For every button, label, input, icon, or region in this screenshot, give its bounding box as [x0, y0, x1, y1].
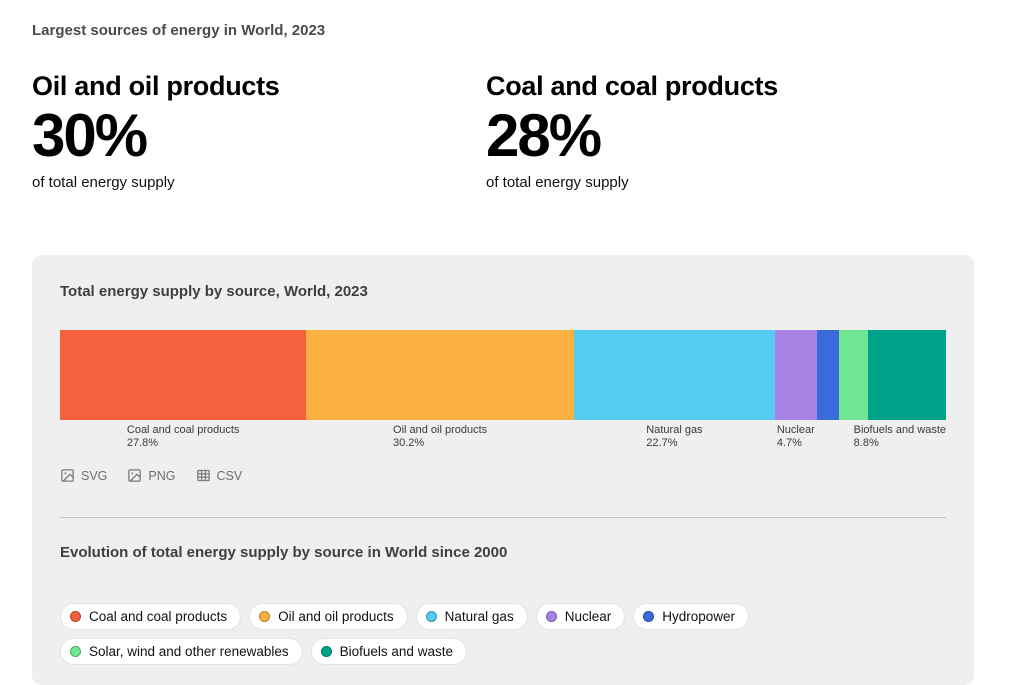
legend-label: Nuclear	[564, 609, 612, 624]
export-csv-label: CSV	[216, 468, 243, 483]
chart-title: Total energy supply by source, World, 20…	[60, 283, 368, 300]
export-csv-button[interactable]: CSV	[196, 468, 243, 483]
legend: Coal and coal products Oil and oil produc…	[60, 603, 770, 665]
bar-labels: Coal and coal products 27.8% Oil and oil p…	[60, 424, 946, 456]
legend-dot-icon	[643, 611, 655, 622]
legend-label: Oil and oil products	[278, 609, 394, 624]
stat-caption: of total energy supply	[486, 174, 629, 191]
bar-segment-label: Nuclear 4.7%	[776, 424, 815, 449]
bar-segment[interactable]	[816, 330, 839, 420]
bar-segment[interactable]	[838, 330, 868, 420]
page-title: Largest sources of energy in World, 2023	[32, 22, 326, 39]
legend-label: Solar, wind and other renewables	[89, 644, 289, 659]
bar-segment[interactable]	[774, 330, 817, 420]
evolution-title: Evolution of total energy supply by sour…	[60, 544, 508, 561]
export-png-button[interactable]: PNG	[127, 468, 176, 483]
bar-segment[interactable]	[306, 330, 574, 420]
legend-label: Natural gas	[444, 609, 514, 624]
stats-row: Oil and oil products 30% of total energy…	[32, 71, 974, 191]
chart-card: Total energy supply by source, World, 20…	[32, 255, 974, 685]
legend-dot-icon	[259, 611, 271, 622]
export-svg-label: SVG	[81, 468, 108, 483]
image-icon	[60, 468, 75, 483]
legend-dot-icon	[425, 611, 437, 622]
stacked-bar	[60, 330, 946, 420]
divider	[60, 517, 946, 518]
export-row: SVG PNG CSV	[60, 468, 946, 483]
bar-segment[interactable]	[573, 330, 775, 420]
bar-segment[interactable]	[867, 330, 946, 420]
legend-pill[interactable]: Nuclear	[535, 603, 626, 630]
stat-value: 30%	[32, 102, 148, 169]
image-icon	[127, 468, 142, 483]
legend-pill[interactable]: Natural gas	[415, 603, 528, 630]
export-png-label: PNG	[148, 468, 176, 483]
legend-dot-icon	[320, 646, 332, 657]
legend-pill[interactable]: Biofuels and waste	[310, 638, 467, 665]
legend-label: Biofuels and waste	[339, 644, 453, 659]
bar-segment-label: Coal and coal products 27.8%	[126, 424, 240, 449]
legend-dot-icon	[70, 646, 81, 657]
stat-value: 28%	[486, 102, 602, 169]
stacked-bar-chart: Coal and coal products 27.8% Oil and oil p…	[60, 330, 946, 456]
legend-pill[interactable]: Oil and oil products	[249, 603, 408, 630]
bar-segment-label: Biofuels and waste 8.8%	[853, 424, 946, 449]
bar-segment-label: Natural gas 22.7%	[646, 424, 703, 449]
legend-pill[interactable]: Coal and coal products	[60, 603, 242, 630]
bar-segment-label: Oil and oil products 30.2%	[393, 424, 488, 449]
stat-title: Oil and oil products	[32, 71, 280, 101]
bar-segment[interactable]	[60, 330, 307, 420]
stat-caption: of total energy supply	[32, 174, 175, 191]
stat-coal: Coal and coal products 28% of total ener…	[486, 71, 940, 191]
table-icon	[196, 468, 211, 483]
legend-pill[interactable]: Hydropower	[633, 603, 750, 630]
legend-pill[interactable]: Solar, wind and other renewables	[60, 638, 303, 665]
legend-label: Hydropower	[662, 609, 736, 624]
stat-oil: Oil and oil products 30% of total energy…	[32, 71, 486, 191]
legend-dot-icon	[545, 611, 557, 622]
stat-title: Coal and coal products	[486, 71, 778, 101]
export-svg-button[interactable]: SVG	[60, 468, 107, 483]
legend-dot-icon	[70, 611, 81, 622]
legend-label: Coal and coal products	[89, 609, 228, 624]
